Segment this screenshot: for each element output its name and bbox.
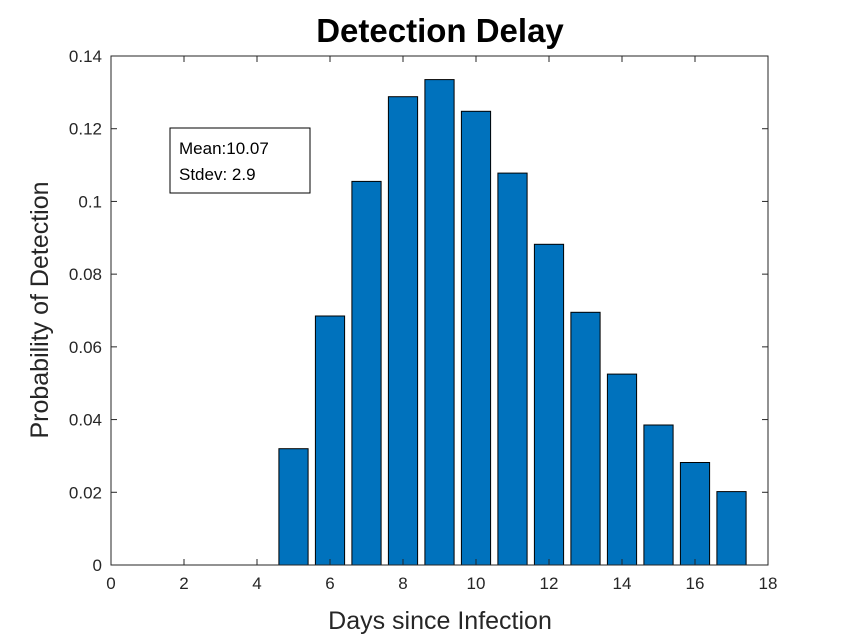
y-axis-label: Probability of Detection <box>26 181 54 438</box>
x-tick-label: 12 <box>540 574 559 593</box>
bar-day-6 <box>314 315 346 566</box>
bar-day-7 <box>351 180 382 566</box>
bar-day-14 <box>606 373 638 566</box>
x-tick-label: 6 <box>325 574 334 593</box>
y-tick-label: 0.14 <box>69 47 102 66</box>
y-tick-label: 0 <box>93 556 102 575</box>
x-tick-label: 14 <box>613 574 632 593</box>
bar-day-16 <box>679 462 711 566</box>
bar-day-12 <box>533 243 565 566</box>
bar-series <box>278 79 747 566</box>
bar-day-17 <box>716 491 747 566</box>
y-tick-label: 0.08 <box>69 265 102 284</box>
x-tick-label: 2 <box>179 574 188 593</box>
x-axis-label: Days since Infection <box>328 607 552 635</box>
x-tick-label: 0 <box>106 574 115 593</box>
x-tick-label: 16 <box>686 574 705 593</box>
plot-frame <box>110 55 769 566</box>
bar-day-5 <box>278 448 309 566</box>
y-tick-label: 0.04 <box>69 411 102 430</box>
y-tick-label: 0.1 <box>78 192 102 211</box>
y-tick-label: 0.02 <box>69 483 102 502</box>
y-axis: 0 0.02 0.04 0.06 0.08 0.1 0.12 0.14 <box>69 47 768 575</box>
x-tick-label: 4 <box>252 574 261 593</box>
x-tick-label: 10 <box>467 574 486 593</box>
y-tick-label: 0.12 <box>69 120 102 139</box>
bar-day-9 <box>424 79 455 566</box>
annotation-box <box>169 127 311 194</box>
x-tick-label: 18 <box>759 574 778 593</box>
bar-day-10 <box>460 110 492 566</box>
bar-day-15 <box>643 424 674 566</box>
annotation-mean: Mean:10.07 <box>179 139 269 158</box>
annotation-stdev: Stdev: 2.9 <box>179 165 256 184</box>
x-tick-label: 8 <box>398 574 407 593</box>
chart-title: Detection Delay <box>316 12 564 49</box>
stats-annotation: Mean:10.07 Stdev: 2.9 <box>169 127 311 194</box>
bar-day-8 <box>387 96 419 566</box>
y-tick-label: 0.06 <box>69 338 102 357</box>
bar-day-13 <box>570 311 601 566</box>
x-axis: 0 2 4 6 8 10 12 14 16 18 <box>106 56 777 593</box>
bar-day-11 <box>497 172 528 566</box>
